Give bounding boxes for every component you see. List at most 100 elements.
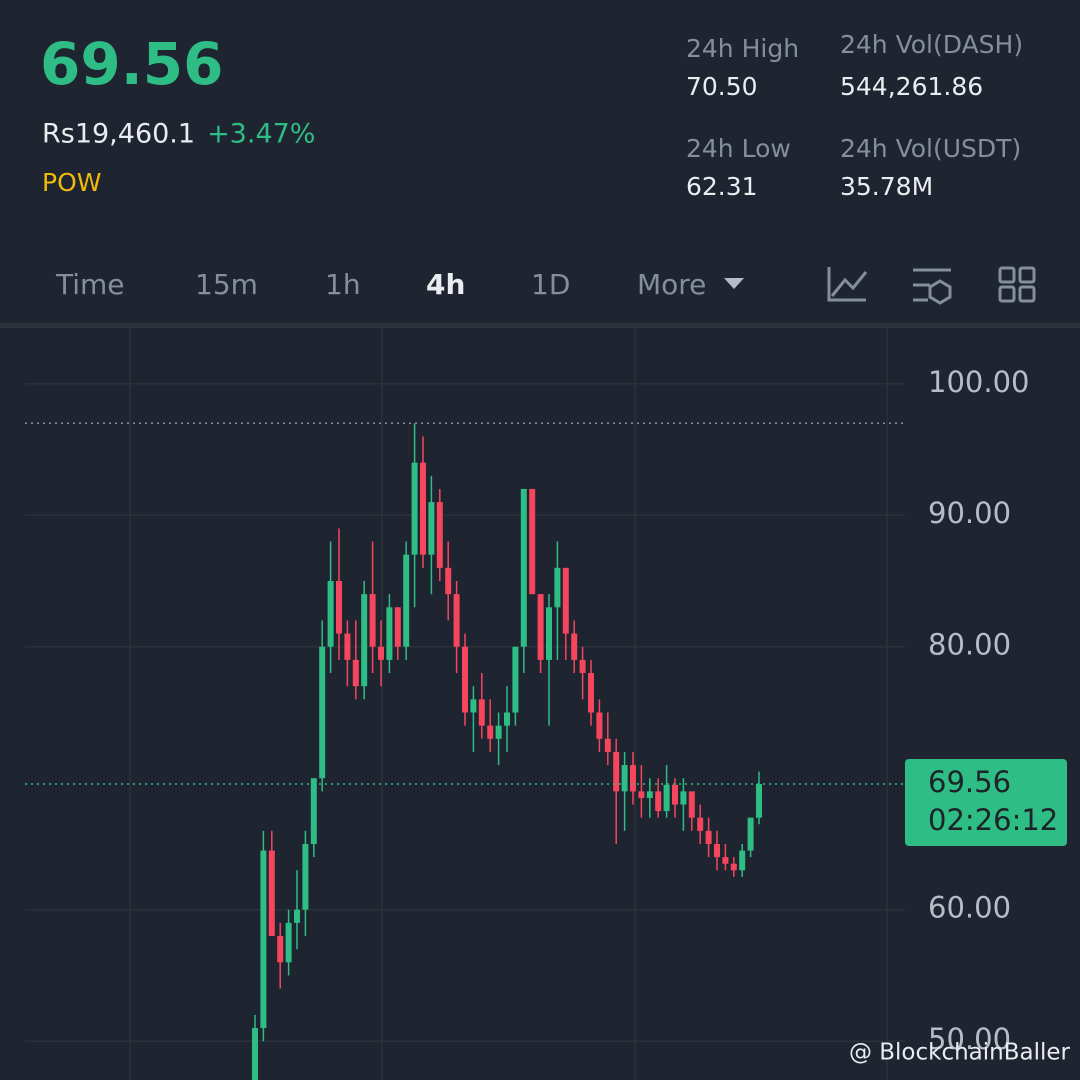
y-tick-label: 100.00 [928,365,1029,399]
candle-body [730,863,737,871]
candle-body [453,594,460,647]
candle-body [571,633,578,660]
candle-body [277,936,284,963]
candle-body [260,850,267,1029]
candle-body [319,646,326,779]
candle-body [672,784,678,805]
layout-icon[interactable] [998,285,1016,303]
candle-body [504,712,510,726]
candle-body [655,791,662,812]
candle-body [487,725,494,739]
candle-body [336,580,342,634]
candle-body [512,646,519,713]
settings-icon[interactable] [913,268,952,305]
toolbar-icons[interactable] [827,266,1036,305]
tag: POW [42,168,101,197]
candle-body [445,567,452,595]
y-tick-label: 50.00 [928,1022,1011,1056]
separator [0,323,1080,328]
candle-body [663,784,670,812]
watermark: @ BlockchainBaller [849,1040,1071,1066]
candle-body [579,659,586,674]
candle-body [344,633,351,660]
candle-body [420,462,426,555]
candle-body [621,765,628,792]
candle-body [462,646,468,713]
tab[interactable]: 15m [195,268,258,301]
candle-body [478,699,485,726]
stat-value: 544,261.86 [840,72,983,101]
candle-body [638,791,645,798]
tab[interactable]: 1D [531,268,570,301]
candle-body [394,607,401,647]
candle-body [562,567,569,634]
candle-body [386,607,393,660]
indicator-icon[interactable] [827,267,868,302]
y-tick-label: 80.00 [928,628,1011,662]
candle-body [302,843,309,910]
y-tick-label: 90.00 [928,496,1011,530]
candle-body [361,594,368,687]
layout-icon[interactable] [998,266,1016,284]
candle-body [646,791,653,798]
candles [252,423,762,1080]
candle-body [630,765,636,792]
candle-body [697,817,704,831]
tabs: Time 15m 1h 4h 1D More [55,268,706,301]
candle-body [529,488,536,595]
candle-body [688,791,695,818]
stat-label: 24h Vol(USDT) [840,134,1021,163]
tab[interactable]: Time [55,268,125,301]
layout-icon[interactable] [1018,285,1036,303]
candle-body [705,830,712,844]
candle-body [756,784,762,818]
candle-body [327,580,334,647]
candle-body [588,673,594,713]
stat-label: 24h Vol(DASH) [840,30,1023,59]
candle-body [714,843,720,858]
grid: 50.00 60.00 80.00 90.00 100.00 [25,328,1029,1080]
tab[interactable]: More [637,268,706,301]
price: 69.56 [40,30,223,98]
dropdown-arrow [724,278,744,289]
candle-body [520,488,527,647]
tab[interactable]: 4h [426,268,465,301]
candle-body [546,607,552,660]
candle-body [436,502,443,568]
tab[interactable]: 1h [325,268,361,301]
candle-body [411,462,418,555]
overlay: 69.56 02:26:12 [25,422,1067,846]
stat-value: 35.78M [840,172,933,201]
candle-body [252,1028,258,1080]
candle-body [378,646,384,660]
y-tick-label: 60.00 [928,891,1011,925]
candle-body [537,594,544,660]
countdown: 02:26:12 [928,803,1058,837]
candle-body [285,922,292,963]
candle-body [554,567,561,608]
candle-body [722,857,729,864]
layout-icon[interactable] [1018,266,1036,284]
candle-body [268,850,275,937]
candle-body [495,725,502,739]
candle-body [613,751,620,792]
fiat-price: Rs19,460.1 [42,119,195,150]
candle-body [352,659,359,687]
candle-body [403,554,410,647]
candle-body [747,817,754,851]
candle-body [470,699,477,713]
stat-label: 24h High [686,34,799,63]
candle-body [596,712,603,739]
change: +3.47% [207,119,315,150]
price-label: 69.56 [928,765,1011,799]
price-box [905,759,1067,846]
candle-body [739,850,746,871]
candle-body [604,738,611,752]
stat-value: 62.31 [686,172,758,201]
candle-body [310,778,317,844]
stat-value: 70.50 [686,72,758,101]
candle-body [369,594,376,647]
stat-label: 24h Low [686,134,791,163]
